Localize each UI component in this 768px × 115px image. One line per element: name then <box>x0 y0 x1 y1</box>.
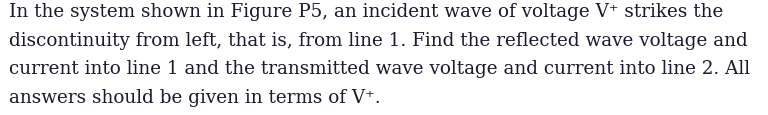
Text: discontinuity from left, that is, from line 1. Find the reflected wave voltage a: discontinuity from left, that is, from l… <box>9 32 748 49</box>
Text: In the system shown in Figure P5, an incident wave of voltage V⁺ strikes the: In the system shown in Figure P5, an inc… <box>9 3 723 21</box>
Text: answers should be given in terms of V⁺.: answers should be given in terms of V⁺. <box>9 88 381 106</box>
Text: current into line 1 and the transmitted wave voltage and current into line 2. Al: current into line 1 and the transmitted … <box>9 60 750 78</box>
